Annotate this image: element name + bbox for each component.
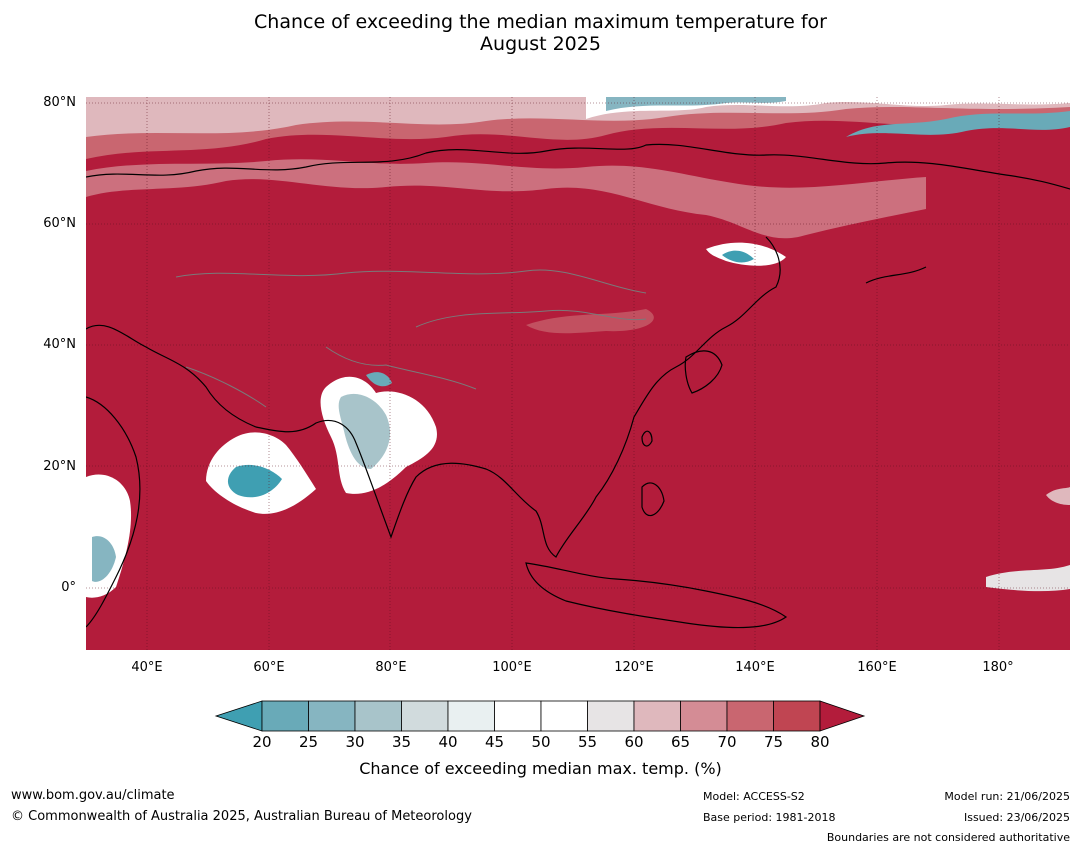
kamchatka-coastline (865, 266, 927, 284)
colorbar-bin-35-40 (401, 700, 449, 732)
colorbar-tick-45: 45 (484, 733, 505, 751)
colorbar-tick-30: 30 (345, 733, 365, 751)
colorbar-extend-high (819, 700, 866, 732)
colorbar-bin-75-80 (773, 700, 821, 732)
okhotsk-cool-zone (722, 250, 754, 263)
lat-label-80n: 80°N (43, 95, 76, 110)
colorbar-bin-30-35 (354, 700, 402, 732)
asia-mainland-coastline (86, 236, 781, 558)
border-himalaya (325, 346, 477, 390)
mongolia-70-75-zone (526, 309, 654, 334)
colorbar-bin-25-30 (308, 700, 356, 732)
colorbar-tick-65: 65 (670, 733, 691, 751)
border-russia-south (175, 269, 647, 294)
colorbar (214, 700, 866, 732)
lon-label-160e: 160°E (857, 660, 897, 675)
chart-title-line1: Chance of exceeding the median maximum t… (254, 11, 827, 33)
colorbar-bin-60-65 (633, 700, 681, 732)
colorbar-tick-60: 60 (624, 733, 644, 751)
colorbar-bin-40-45 (447, 700, 495, 732)
coastlines (86, 143, 1070, 629)
pacific-60-65-zone (986, 565, 1070, 592)
lat-label-0: 0° (61, 580, 76, 595)
footer-issued: Issued: 23/06/2025 (963, 811, 1070, 824)
lon-label-120e: 120°E (614, 660, 654, 675)
lon-label-180: 180° (982, 660, 1014, 675)
lon-label-80e: 80°E (375, 660, 407, 675)
colorbar-bin-65-70 (680, 700, 728, 732)
chart-title-line2: August 2025 (480, 33, 601, 55)
siberia-65-70-zone (86, 159, 926, 239)
footer-model-run: Model run: 21/06/2025 (944, 790, 1070, 803)
colorbar-tick-35: 35 (391, 733, 412, 751)
footer-url: www.bom.gov.au/climate (11, 788, 175, 803)
colorbar-bin-70-75 (726, 700, 774, 732)
country-borders (175, 269, 647, 408)
colorbar-tick-20: 20 (252, 733, 272, 751)
pakistan-cool-zone (366, 372, 392, 387)
footer-model: Model: ACCESS-S2 (703, 790, 805, 803)
kara-sea-cool-zone (606, 97, 786, 111)
east-siberian-sea-cool-zone (846, 111, 1070, 137)
border-middle-east (185, 366, 267, 408)
africa-coastline (86, 396, 141, 628)
africa-cool-zone (92, 536, 116, 582)
forecast-map (86, 97, 1070, 650)
colorbar-tick-70: 70 (717, 733, 737, 751)
colorbar-tick-55: 55 (577, 733, 598, 751)
lon-label-40e: 40°E (131, 660, 163, 675)
lat-label-40n: 40°N (43, 337, 76, 352)
arctic-60-65-zone (86, 97, 1070, 137)
map-svg (86, 97, 1070, 650)
colorbar-tick-80: 80 (810, 733, 830, 751)
colorbar-bin-55-60 (587, 700, 635, 732)
colorbar-extend-low (214, 700, 263, 732)
footer-base-period: Base period: 1981-2018 (703, 811, 836, 824)
arctic-coastline (86, 143, 1070, 190)
lat-label-60n: 60°N (43, 216, 76, 231)
japan-coastline (684, 350, 723, 394)
colorbar-bin-50-55 (540, 700, 588, 732)
india-35-40-zone (338, 393, 391, 469)
footer-copyright: © Commonwealth of Australia 2025, Austra… (11, 809, 472, 824)
lon-label-100e: 100°E (492, 660, 532, 675)
border-mongolia (415, 309, 647, 328)
graticule (86, 97, 1070, 650)
lon-label-140e: 140°E (735, 660, 775, 675)
colorbar-tick-40: 40 (438, 733, 458, 751)
arabian-sea-cool-zone (227, 464, 282, 498)
colorbar-title: Chance of exceeding median max. temp. (%… (359, 759, 722, 778)
indonesia-coastline (525, 562, 788, 629)
colorbar-bin-45-50 (494, 700, 542, 732)
pacific-north-60-65-zone (1046, 487, 1070, 505)
colorbar-tick-50: 50 (531, 733, 551, 751)
taiwan-coastline (641, 430, 653, 447)
colorbar-tick-25: 25 (298, 733, 319, 751)
lon-label-60e: 60°E (253, 660, 285, 675)
footer-disclaimer: Boundaries are not considered authoritat… (826, 831, 1070, 844)
philippines-coastline (641, 482, 665, 517)
lat-label-20n: 20°N (43, 459, 76, 474)
colorbar-tick-75: 75 (763, 733, 784, 751)
colorbar-bin-20-25 (261, 700, 309, 732)
